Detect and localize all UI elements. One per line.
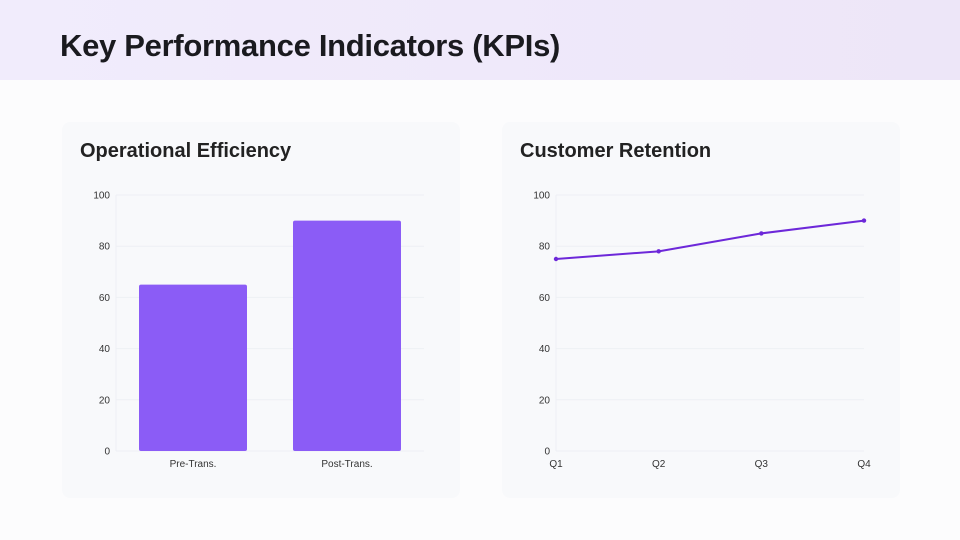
retention-line: [555, 219, 865, 260]
y-tick-label: 100: [93, 191, 110, 202]
chart-title: Operational Efficiency: [80, 140, 292, 162]
x-tick-label: Pre-Trans.: [170, 459, 217, 470]
data-point-q1: [553, 256, 559, 262]
x-tick-label: Q1: [549, 459, 563, 470]
operational-efficiency-card: Operational Efficiency 0 20 40 60 80 100 Pre-T…: [62, 122, 460, 498]
y-tick-label: 80: [99, 242, 111, 253]
page-title: Key Performance Indicators (KPIs): [60, 28, 561, 63]
y-tick-label: 0: [544, 447, 550, 458]
x-tick-label: Post-Trans.: [321, 459, 372, 470]
data-point-q3: [759, 231, 764, 236]
x-tick-label: Q2: [652, 459, 666, 470]
line-chart: 0 20 40 60 80 100 Q1 Q2 Q3 Q4: [533, 191, 871, 471]
y-tick-label: 80: [539, 242, 551, 253]
y-tick-label: 20: [539, 395, 551, 406]
bar-chart: 0 20 40 60 80 100 Pre-Trans. Post-Trans.: [93, 191, 424, 470]
customer-retention-card: Customer Retention 0 20 40 60 80 100 Q1 Q2 Q3 Q4: [502, 122, 900, 498]
y-tick-label: 60: [99, 293, 111, 304]
data-point-q4: [861, 218, 867, 223]
y-tick-label: 100: [533, 191, 550, 202]
x-tick-label: Q3: [755, 459, 769, 470]
bar-pre-trans-: [139, 284, 247, 451]
data-point-q2: [656, 249, 661, 254]
x-tick-label: Q4: [857, 459, 871, 470]
y-tick-label: 20: [99, 395, 111, 406]
y-tick-label: 40: [539, 344, 551, 355]
y-tick-label: 60: [539, 293, 551, 304]
chart-title: Customer Retention: [520, 140, 712, 162]
bar-post-trans-: [293, 220, 401, 451]
y-tick-label: 0: [104, 447, 110, 458]
y-tick-label: 40: [99, 344, 111, 355]
header-band: Key Performance Indicators (KPIs): [0, 0, 960, 80]
